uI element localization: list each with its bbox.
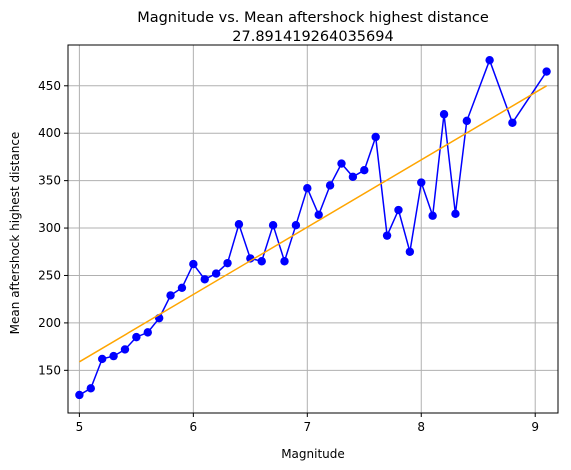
data-point xyxy=(109,351,118,361)
x-tick-label: 5 xyxy=(76,420,84,434)
data-point xyxy=(337,159,346,168)
x-ticks: 5 6 7 8 9 xyxy=(76,413,539,434)
data-point xyxy=(439,110,449,119)
x-axis-label: Magnitude xyxy=(281,447,345,461)
data-point xyxy=(371,132,380,142)
y-tick-label: 250 xyxy=(38,268,61,282)
plot-frame xyxy=(67,44,559,414)
data-point xyxy=(360,165,369,175)
data-point xyxy=(382,231,392,240)
y-tick-label: 350 xyxy=(38,174,61,188)
data-point xyxy=(257,257,266,266)
data-point xyxy=(462,116,472,126)
chart-subtitle: 27.891419264035694 xyxy=(232,29,393,45)
data-point xyxy=(75,390,84,400)
data-point xyxy=(291,221,301,230)
y-tick-label: 400 xyxy=(38,126,61,140)
data-point xyxy=(143,328,152,337)
trend-line xyxy=(79,85,547,363)
y-tick-label: 200 xyxy=(38,316,61,330)
data-point xyxy=(428,211,437,220)
data-point xyxy=(314,210,323,219)
data-point xyxy=(485,55,494,65)
chart-title: Magnitude vs. Mean aftershock highest di… xyxy=(137,10,489,26)
data-point xyxy=(325,181,335,190)
data-point xyxy=(166,291,175,300)
data-point xyxy=(86,384,95,393)
data-point xyxy=(211,269,221,278)
series-group xyxy=(75,55,551,400)
x-tick-label: 9 xyxy=(531,420,539,434)
data-point xyxy=(280,257,289,266)
grid xyxy=(68,45,558,413)
data-point xyxy=(223,258,232,268)
data-point xyxy=(189,259,198,269)
y-ticks: 150 200 250 300 350 400 450 xyxy=(38,79,68,377)
data-point xyxy=(120,345,130,354)
data-point xyxy=(417,178,426,187)
data-point xyxy=(200,275,209,284)
y-tick-label: 450 xyxy=(38,79,61,93)
data-point xyxy=(97,354,107,364)
y-tick-label: 150 xyxy=(38,363,61,377)
data-point xyxy=(451,209,460,219)
data-point xyxy=(348,172,358,182)
y-axis-label: Mean aftershock highest distance xyxy=(8,132,22,335)
data-point xyxy=(405,247,415,256)
data-point xyxy=(132,332,141,342)
data-point xyxy=(268,221,278,230)
data-point xyxy=(394,205,403,215)
x-tick-label: 6 xyxy=(190,420,198,434)
data-point xyxy=(508,118,517,127)
data-point xyxy=(303,184,312,193)
data-point xyxy=(542,67,551,76)
x-tick-label: 8 xyxy=(417,420,425,434)
data-point xyxy=(234,220,244,229)
y-tick-label: 300 xyxy=(38,221,61,235)
data-point xyxy=(246,254,255,263)
x-tick-label: 7 xyxy=(303,420,311,434)
data-point xyxy=(177,283,187,293)
